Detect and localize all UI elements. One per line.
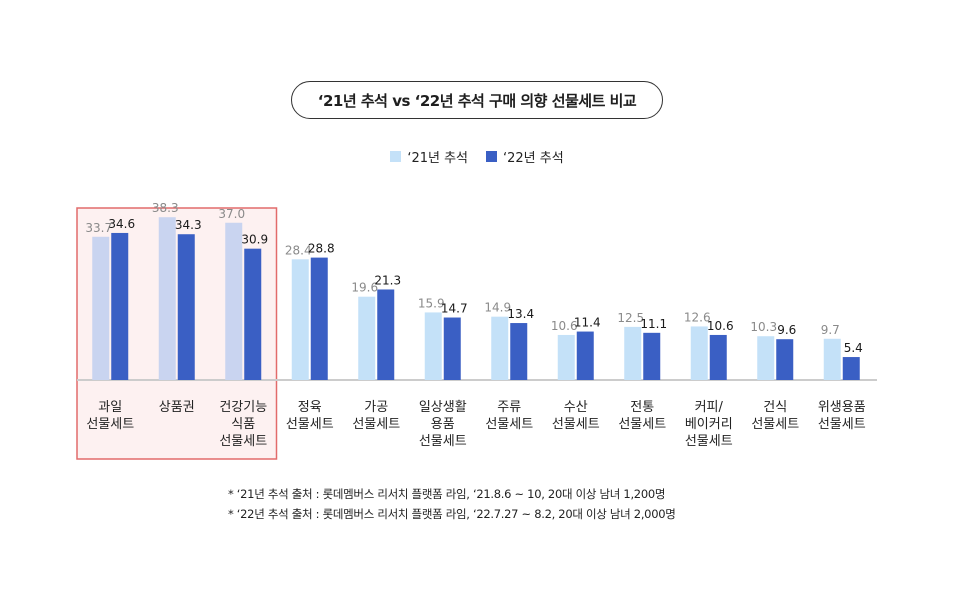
category-label: 식품: [231, 417, 255, 432]
bar-2021: [92, 236, 110, 380]
value-label-2021: 33.7: [85, 221, 112, 235]
value-label-2021: 19.6: [351, 281, 378, 295]
value-label-2022: 14.7: [441, 302, 468, 316]
category-label: 전통: [630, 400, 654, 415]
bar-2022: [177, 234, 195, 380]
value-label-2021: 38.3: [152, 201, 179, 215]
bar-2022: [709, 334, 727, 380]
bar-2022: [111, 232, 129, 380]
legend-swatch-2022: [486, 151, 497, 162]
bar-2022: [377, 289, 395, 380]
value-label-2021: 9.7: [821, 323, 840, 337]
highlight-box: [76, 207, 278, 460]
category-label: 선물세트: [219, 434, 267, 449]
category-label: 가공: [364, 400, 388, 415]
bar-2021: [424, 312, 442, 380]
bar-2021: [757, 336, 775, 380]
value-label-2022: 5.4: [844, 341, 863, 355]
chart-legend: ‘21년 추석 ‘22년 추석: [0, 147, 954, 166]
legend-label-2021: ‘21년 추석: [407, 151, 468, 166]
bar-2021: [823, 338, 841, 380]
value-label-2022: 10.6: [707, 319, 734, 333]
value-label-2021: 10.3: [750, 320, 777, 334]
category-label: 건식: [763, 400, 787, 415]
value-label-2022: 34.3: [175, 218, 202, 232]
value-label-2021: 14.9: [484, 301, 511, 315]
source-note-2021: * ‘21년 추석 출처 : 롯데멤버스 리서치 플랫폼 라임, ‘21.8.6…: [228, 487, 666, 501]
legend-swatch-2021: [390, 151, 402, 162]
value-label-2021: 28.4: [285, 243, 312, 257]
value-label-2022: 21.3: [374, 273, 401, 287]
chart-title: ‘21년 추석 vs ‘22년 추석 구매 의향 선물세트 비교: [291, 81, 663, 119]
value-label-2022: 11.4: [574, 316, 601, 330]
value-label-2021: 15.9: [418, 296, 445, 310]
value-label-2021: 12.6: [684, 310, 711, 324]
bar-2021: [158, 217, 176, 380]
category-label: 선물세트: [618, 417, 666, 432]
legend-label-2022: ‘22년 추석: [503, 151, 564, 166]
category-label: 건강기능: [219, 400, 267, 415]
category-label: 선물세트: [286, 417, 334, 432]
bar-2021: [225, 222, 243, 380]
category-label: 선물세트: [86, 417, 134, 432]
category-label: 주류: [497, 400, 521, 415]
category-label: 선물세트: [485, 417, 533, 432]
value-label-2022: 11.1: [640, 317, 667, 331]
value-label-2022: 30.9: [241, 233, 268, 247]
bar-2021: [624, 326, 642, 380]
value-label-2022: 34.6: [108, 217, 135, 231]
bar-2022: [510, 323, 528, 380]
category-label: 수산: [564, 400, 588, 415]
category-label: 커피/: [695, 400, 724, 415]
category-label: 베이커리: [685, 417, 733, 432]
category-label: 선물세트: [552, 417, 600, 432]
source-notes: * ‘21년 추석 출처 : 롯데멤버스 리서치 플랫폼 라임, ‘21.8.6…: [228, 484, 676, 524]
bar-2022: [244, 248, 262, 380]
category-label: 선물세트: [352, 417, 400, 432]
bar-2021: [291, 259, 309, 380]
category-label: 위생용품: [818, 400, 866, 415]
legend-item-2021: ‘21년 추석: [390, 147, 468, 166]
bar-2021: [690, 326, 708, 380]
source-note-2022: * ‘22년 추석 출처 : 롯데멤버스 리서치 플랫폼 라임, ‘22.7.2…: [228, 507, 676, 521]
bar-2021: [491, 316, 509, 380]
bar-2021: [358, 296, 376, 380]
value-label-2022: 9.6: [777, 323, 796, 337]
category-label: 선물세트: [419, 434, 467, 449]
legend-item-2022: ‘22년 추석: [486, 147, 564, 166]
category-label: 용품: [431, 417, 455, 432]
category-label: 정육: [298, 400, 322, 415]
category-label: 선물세트: [751, 417, 799, 432]
value-label-2022: 28.8: [308, 242, 335, 256]
bar-2021: [557, 334, 575, 380]
value-label-2021: 12.5: [617, 311, 644, 325]
category-label: 선물세트: [685, 434, 733, 449]
bar-2022: [310, 257, 328, 380]
category-label: 상품권: [159, 400, 195, 415]
category-label: 과일: [98, 400, 122, 415]
bar-2022: [576, 331, 594, 380]
bar-2022: [643, 332, 661, 380]
value-label-2022: 13.4: [507, 307, 534, 321]
bar-2022: [776, 339, 794, 380]
category-label: 일상생활: [419, 400, 467, 415]
bar-2022: [443, 317, 461, 380]
bar-2022: [842, 357, 860, 380]
category-label: 선물세트: [818, 417, 866, 432]
value-label-2021: 37.0: [218, 207, 245, 221]
value-label-2021: 10.6: [551, 319, 578, 333]
